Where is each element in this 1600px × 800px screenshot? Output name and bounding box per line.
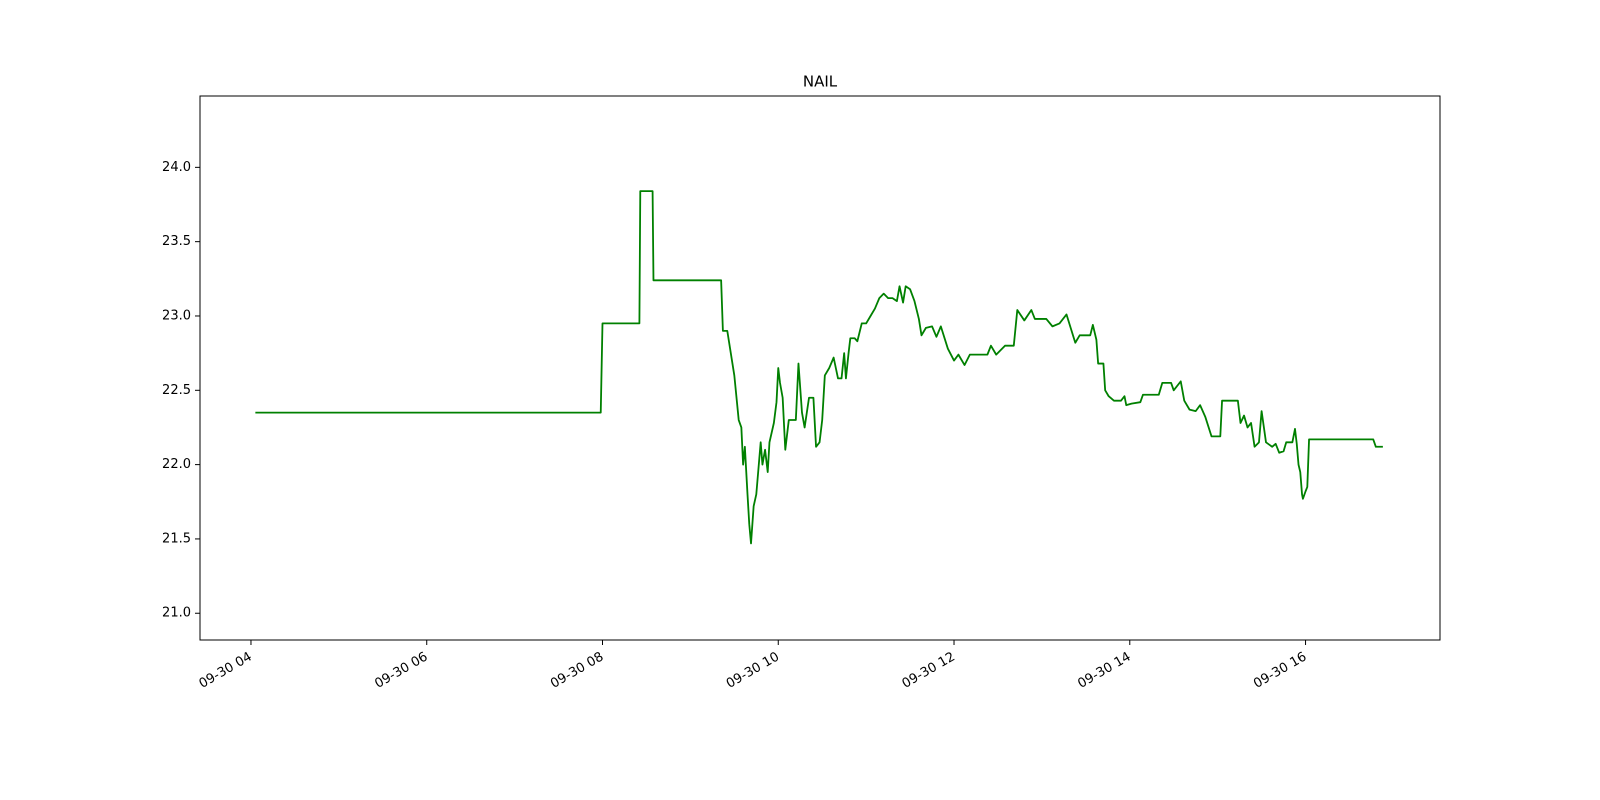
y-tick-label: 24.0 <box>162 160 191 175</box>
chart-title: NAIL <box>803 73 838 91</box>
y-tick-label: 21.5 <box>162 531 191 546</box>
price-line <box>255 190 1383 545</box>
y-tick-label: 23.0 <box>162 308 191 323</box>
axes-frame <box>199 95 1441 641</box>
y-tick-label: 23.5 <box>162 234 191 249</box>
y-tick-label: 22.5 <box>162 383 191 398</box>
y-tick-label: 21.0 <box>162 606 191 621</box>
y-tick-label: 22.0 <box>162 457 191 472</box>
